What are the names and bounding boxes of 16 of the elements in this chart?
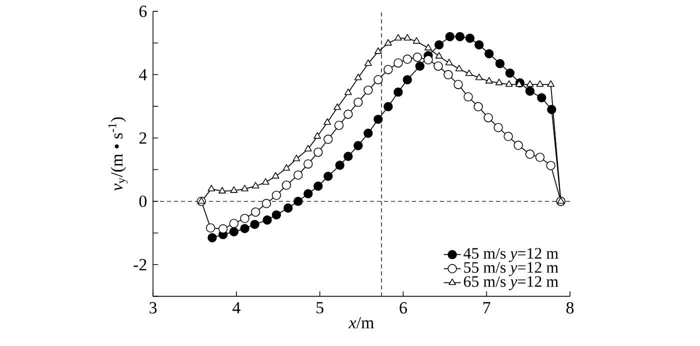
y-tick-label: 0 [139,195,147,207]
legend-label: 65 m/s y=12 m [464,276,558,290]
y-tick-label: -2 [134,258,146,270]
y-axis-title: v$_{y}$/(m • s$^{-1}$) [108,117,128,191]
x-tick-label: 6 [400,302,407,314]
x-axis-title: x/m [348,316,374,328]
legend-label: 45 m/s y=12 m [464,248,558,262]
x-tick-label: 5 [316,302,324,314]
y-tick-label: 6 [139,5,147,17]
y-tick-label: 2 [139,132,146,144]
x-tick-label: 4 [232,302,240,314]
x-tick-label: 3 [150,302,157,314]
y-tick-label: 4 [139,68,147,80]
x-tick-label: 7 [483,302,490,314]
x-tick-label: 8 [566,302,574,314]
legend-label: 55 m/s y=12 m [464,262,558,276]
